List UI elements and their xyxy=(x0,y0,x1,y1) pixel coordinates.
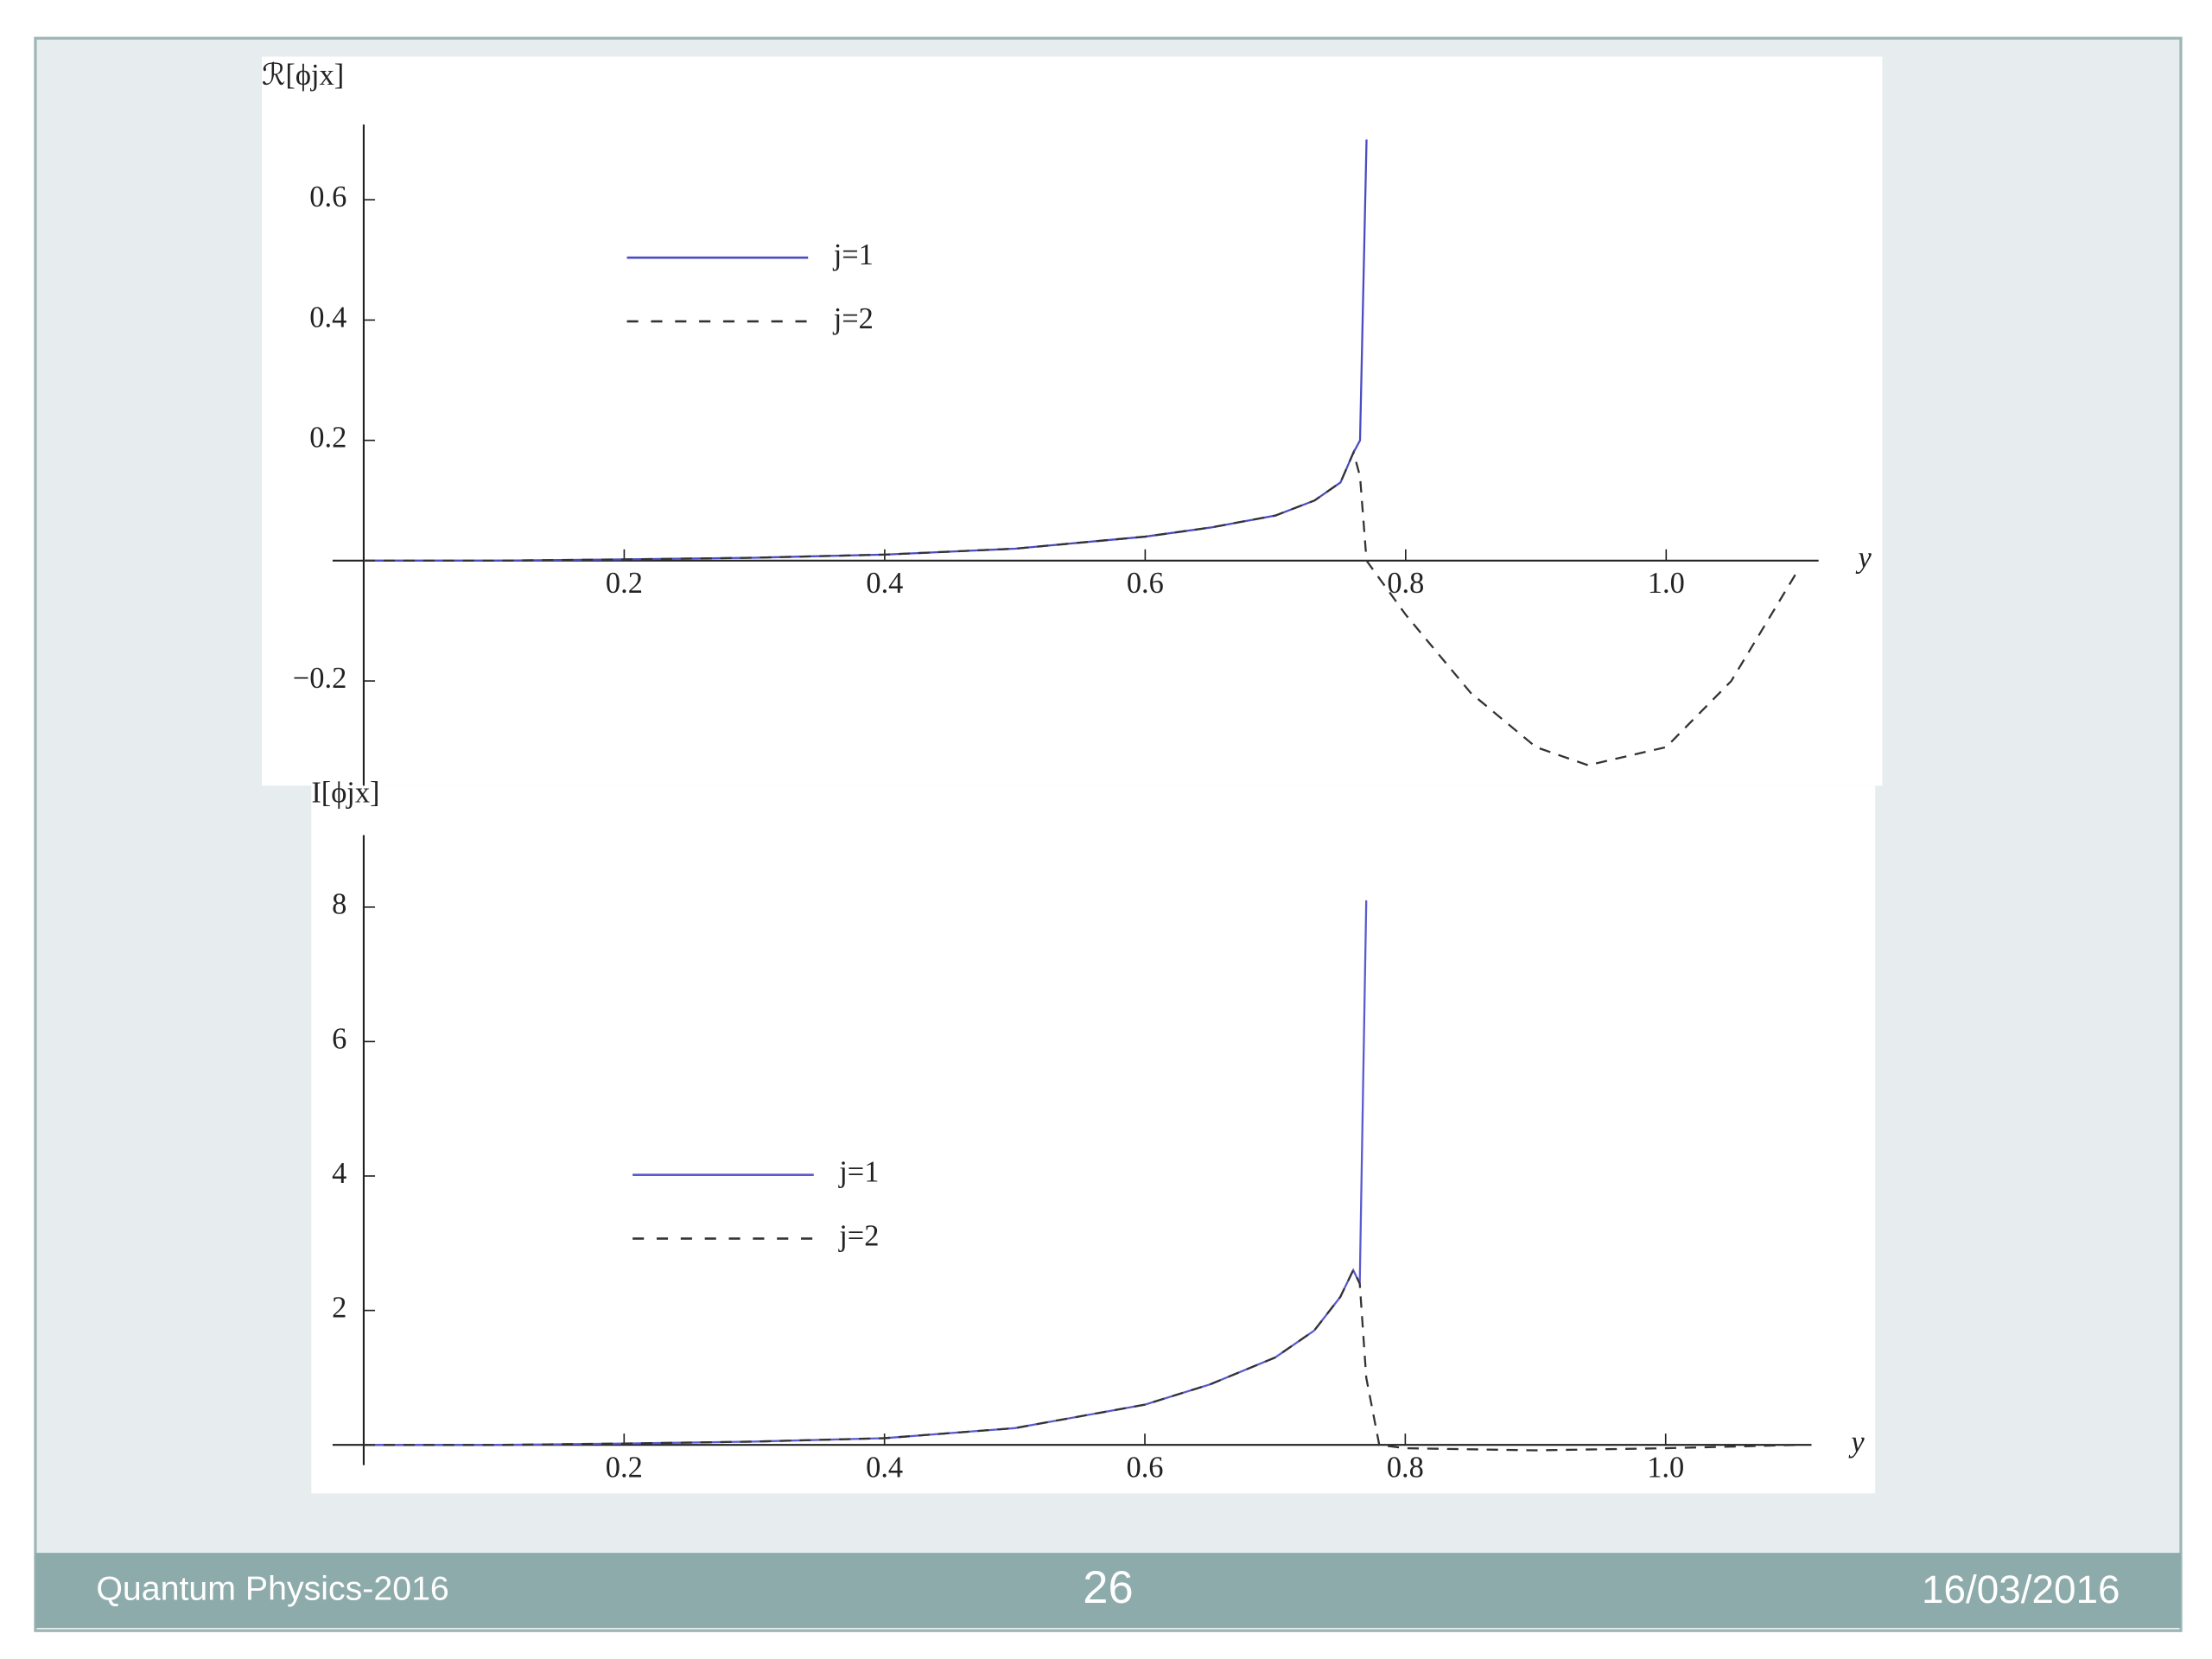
legend-label: j=2 xyxy=(833,302,874,335)
x-tick-label: 0.6 xyxy=(1127,1452,1164,1484)
legend-label: j=1 xyxy=(833,238,874,271)
footer-bar xyxy=(35,1553,2181,1628)
y-tick-label: 2 xyxy=(332,1292,346,1325)
y-tick-label: 8 xyxy=(332,888,346,921)
y-tick-label: 4 xyxy=(332,1157,346,1190)
legend-label: j=2 xyxy=(838,1219,879,1252)
charts: ℛ[ϕjx] y 0.2 0.4 0.6 0.8 1.0 −0.2 0.2 0.4 0.6 j=1 j=… xyxy=(262,59,1872,1484)
x-tick-label: 0.4 xyxy=(866,567,903,600)
x-axis-label: y xyxy=(1848,1426,1865,1459)
y-tick-label: 0.2 xyxy=(309,422,346,454)
chart-panel xyxy=(311,785,1876,1494)
x-tick-label: 0.8 xyxy=(1387,567,1424,600)
x-tick-label: 1.0 xyxy=(1647,1452,1684,1484)
x-axis-label: y xyxy=(1856,542,1872,575)
y-tick-label: 0.6 xyxy=(309,181,346,213)
footer-date: 16/03/2016 xyxy=(1922,1567,2120,1611)
x-tick-label: 0.4 xyxy=(866,1452,903,1484)
legend-label: j=1 xyxy=(838,1156,879,1189)
y-axis-label: ℛ[ϕjx] xyxy=(262,59,344,92)
x-tick-label: 0.2 xyxy=(606,1452,643,1484)
y-tick-label: −0.2 xyxy=(293,662,346,695)
y-tick-label: 0.4 xyxy=(309,301,346,334)
x-tick-label: 0.8 xyxy=(1387,1452,1424,1484)
footer-title: Quantum Physics-2016 xyxy=(96,1570,448,1608)
y-tick-label: 6 xyxy=(332,1022,346,1055)
page-number: 26 xyxy=(1083,1563,1133,1613)
x-tick-label: 0.2 xyxy=(606,567,643,600)
x-tick-label: 1.0 xyxy=(1648,567,1685,600)
chart-panel xyxy=(262,56,1883,786)
y-axis-label: I[ϕjx] xyxy=(311,777,379,810)
x-tick-label: 0.6 xyxy=(1127,567,1164,600)
